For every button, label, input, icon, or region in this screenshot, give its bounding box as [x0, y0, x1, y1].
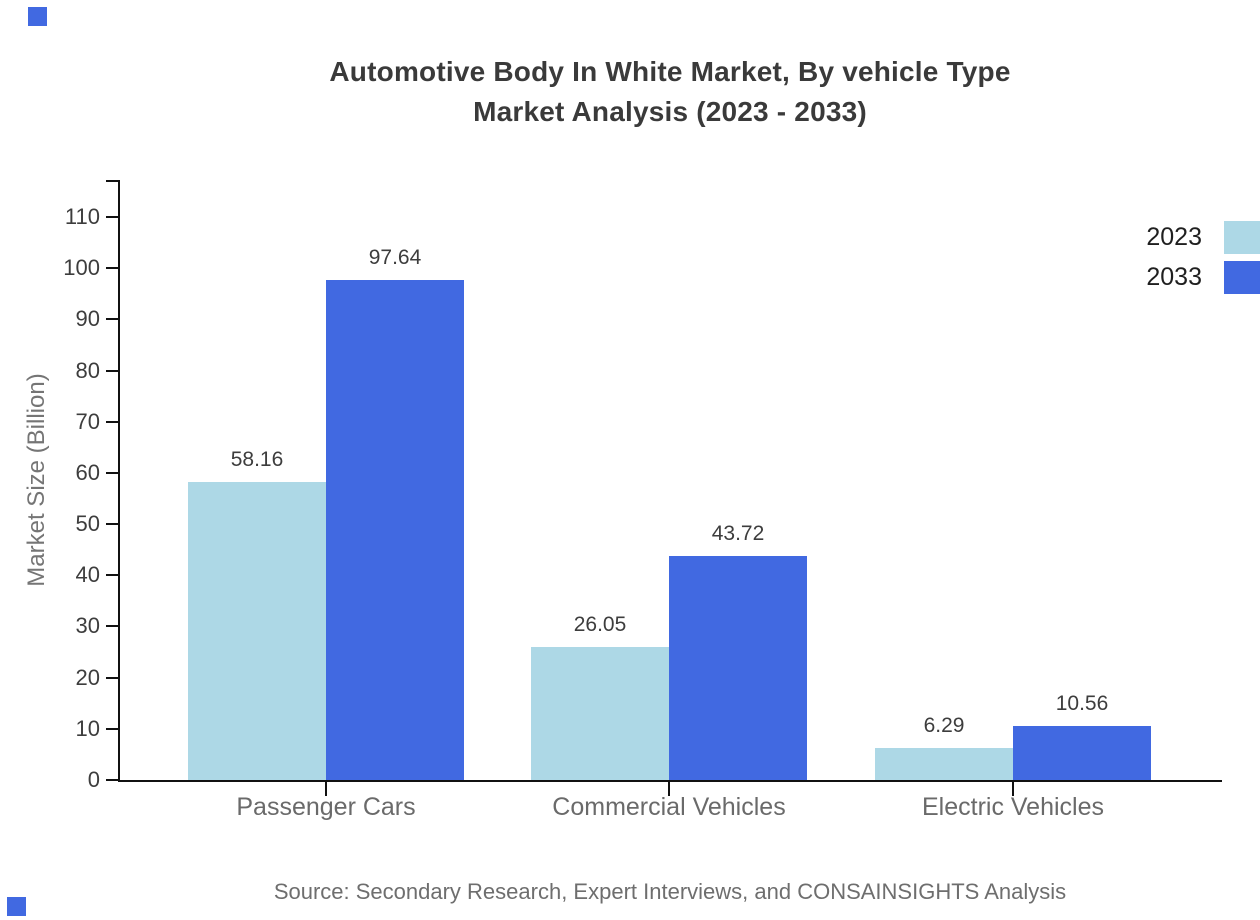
bar-value-label: 26.05 [573, 612, 627, 636]
y-axis-line [118, 180, 120, 782]
y-tick-label: 100 [63, 255, 100, 281]
legend-swatch [1224, 261, 1260, 294]
y-tick-label: 20 [75, 664, 100, 690]
x-tick-mark [325, 782, 327, 796]
y-tick-label: 110 [64, 204, 100, 229]
source-note: Source: Secondary Research, Expert Inter… [273, 879, 1067, 904]
y-tick-mark [106, 676, 118, 679]
bar-value-label: 6.29 [923, 713, 965, 737]
bar-2023 [188, 482, 326, 780]
bar-2023 [531, 646, 669, 780]
y-tick-label: 90 [75, 306, 100, 332]
y-tick-label: 40 [75, 562, 100, 588]
legend-swatch [1224, 221, 1260, 254]
y-tick-mark [106, 727, 118, 730]
corner-accent-top-left [28, 7, 47, 26]
chart-title-line2: Market Analysis (2023 - 2033) [473, 96, 867, 127]
corner-accent-bottom-left [7, 897, 26, 916]
y-tick-mark [106, 420, 118, 423]
y-tick-label: 50 [75, 511, 100, 537]
y-tick-mark [106, 779, 118, 781]
x-tick-mark [668, 782, 670, 796]
y-tick-mark [106, 625, 118, 628]
y-tick-label: 80 [75, 357, 100, 383]
y-tick-mark [106, 318, 118, 321]
legend-label: 2033 [1146, 263, 1202, 291]
y-tick-mark [106, 369, 118, 372]
y-tick-mark [106, 574, 118, 577]
legend-item-2023: 2023 [1042, 221, 1260, 254]
y-tick-label: 70 [75, 408, 100, 434]
y-tick-mark [106, 267, 118, 270]
bar-2033 [669, 556, 807, 780]
y-tick-mark [106, 216, 118, 218]
bar-value-label: 43.72 [711, 522, 765, 546]
bar-value-label: 97.64 [368, 246, 422, 270]
y-tick-mark [106, 471, 118, 474]
bar-2033 [326, 280, 464, 780]
y-tick-label: 60 [75, 459, 100, 485]
x-category-label: Electric Vehicles [921, 793, 1105, 821]
x-category-label: Passenger Cars [236, 793, 416, 821]
chart-title: Automotive Body In White Market, By vehi… [70, 52, 1260, 132]
bar-2023 [875, 747, 1013, 780]
y-tick-label: 10 [75, 715, 100, 741]
x-tick-mark [1012, 782, 1014, 796]
x-axis-line [118, 780, 1222, 782]
chart-title-line1: Automotive Body In White Market, By vehi… [329, 56, 1011, 87]
y-tick-label: 30 [75, 613, 100, 639]
bar-value-label: 58.16 [230, 448, 284, 472]
legend-item-2033: 2033 [1042, 261, 1260, 294]
legend-label: 2023 [1146, 223, 1202, 251]
bar-2033 [1013, 725, 1151, 780]
x-category-label: Commercial Vehicles [552, 793, 786, 821]
y-tick-mark [106, 523, 118, 526]
bar-value-label: 10.56 [1055, 691, 1109, 715]
y-tick-label: 0 [87, 767, 100, 792]
y-axis-cap [106, 180, 120, 182]
